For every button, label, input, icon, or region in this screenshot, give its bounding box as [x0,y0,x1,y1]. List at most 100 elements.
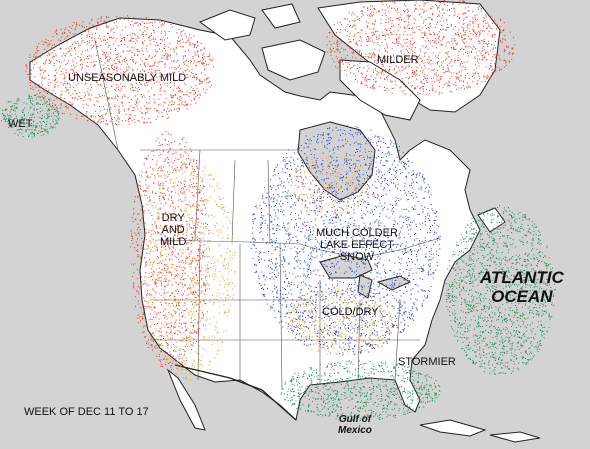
mild-region-alaska-dot [97,122,98,124]
milder-region-greenland-dot [420,8,422,10]
dry-region-plains-dot [321,331,323,333]
mild-region-alaska-dot [108,33,110,35]
mild-region-west-dot [157,216,159,217]
mild-region-alaska-dot [126,79,128,81]
mild-region-alaska-dot [104,52,106,54]
milder-region-greenland-dot [382,64,384,66]
mild-region-alaska-dot [168,31,170,33]
dry-region-west-dot [219,206,221,208]
mild-region-west-dot [139,220,141,222]
mild-region-alaska-dot [63,59,65,61]
milder-region-greenland-dot [360,58,362,60]
dry-region-west-dot [162,188,164,190]
mild-region-alaska-dot [140,83,142,85]
mild-region-west-dot [138,293,140,295]
mild-region-west-dot [161,167,162,169]
dry-region-west-dot [147,303,149,305]
mild-region-alaska-dot [109,102,111,104]
dry-region-west-dot [175,300,177,302]
dry-region-west-dot [218,350,220,352]
dry-region-west-dot [219,271,221,273]
mild-region-alaska-dot [209,58,211,60]
mild-region-alaska-dot [75,53,77,55]
mild-region-west-dot [188,223,190,225]
mild-region-west-dot [137,196,139,198]
dry-region-plains-dot [315,297,317,299]
mild-region-west-dot [159,195,161,197]
dry-region-plains-dot [339,305,341,307]
mild-region-alaska-dot [81,59,83,61]
mild-region-west-dot [189,186,191,188]
mild-region-alaska-dot [151,57,153,59]
dry-region-plains-dot [317,292,319,294]
mild-region-west-dot [193,330,195,332]
dry-region-west-dot [227,263,229,265]
mild-region-alaska-dot [142,74,144,76]
mild-region-alaska-dot [48,63,50,64]
milder-region-greenland-dot [469,30,471,32]
mild-region-west-dot [197,218,199,220]
milder-region-greenland-dot [474,17,476,19]
milder-region-greenland-dot [472,21,474,22]
dry-region-west-dot [148,277,150,279]
mild-region-alaska-dot [85,71,87,73]
mild-region-west-dot [164,138,166,140]
dry-region-west-dot [212,275,214,277]
mild-region-west-dot [168,198,170,200]
milder-region-greenland-dot [416,78,418,80]
milder-region-greenland-dot [474,15,476,17]
milder-region-greenland-dot [389,29,391,31]
mild-region-alaska-dot [139,58,141,60]
mild-region-west-dot [176,305,177,307]
milder-region-greenland-dot [422,45,424,47]
dry-region-west-dot [221,207,223,209]
mild-region-alaska-dot [66,82,68,84]
mild-region-west-dot [172,309,174,311]
mild-region-west-dot [168,144,170,146]
milder-region-greenland-dot [495,57,497,58]
milder-region-greenland-dot [446,9,448,11]
mild-region-west-dot [154,324,156,325]
dry-region-west-dot [148,284,150,286]
mild-region-west-dot [181,210,182,212]
mild-region-alaska-dot [143,121,145,123]
mild-region-alaska-dot [86,73,88,75]
dry-region-plains-dot [369,317,371,319]
milder-region-greenland-dot [466,16,468,18]
milder-region-greenland-dot [401,77,403,79]
dry-region-plains-dot [332,344,334,345]
mild-region-alaska-dot [143,63,145,65]
mild-region-alaska-dot [119,111,121,113]
dry-region-west-dot [170,317,172,319]
mild-region-alaska-dot [107,73,108,75]
mild-region-alaska-dot [164,30,166,32]
mild-region-west-dot [169,258,171,260]
dry-region-plains-dot [335,342,337,343]
milder-region-greenland-dot [454,40,456,42]
mild-region-alaska-dot [160,24,162,26]
mild-region-west-dot [137,238,139,240]
dry-region-plains-dot [317,307,319,309]
great-lakes [357,274,373,299]
dry-region-west-dot [165,224,167,226]
dry-region-plains-dot [297,327,299,329]
dry-region-west-dot [193,290,195,292]
dry-region-west-dot [199,364,201,366]
mild-region-west-dot [150,326,152,328]
dry-region-west-dot [189,161,191,163]
mild-region-alaska-dot [178,85,180,87]
dry-region-west-dot [184,316,186,318]
mild-region-alaska-dot [113,97,115,99]
dry-region-west-dot [211,215,213,216]
mild-region-alaska-dot [44,77,46,79]
mild-region-west-dot [189,163,190,165]
mild-region-alaska-dot [148,68,150,70]
dry-region-west-dot [165,359,167,360]
milder-region-greenland-dot [503,60,505,62]
dry-region-west-dot [209,185,211,187]
mild-region-alaska-dot [36,50,38,52]
mild-region-west-dot [198,248,200,250]
dry-region-plains-dot [369,336,371,338]
mild-region-alaska-dot [48,52,50,54]
dry-region-plains-dot [317,351,319,353]
